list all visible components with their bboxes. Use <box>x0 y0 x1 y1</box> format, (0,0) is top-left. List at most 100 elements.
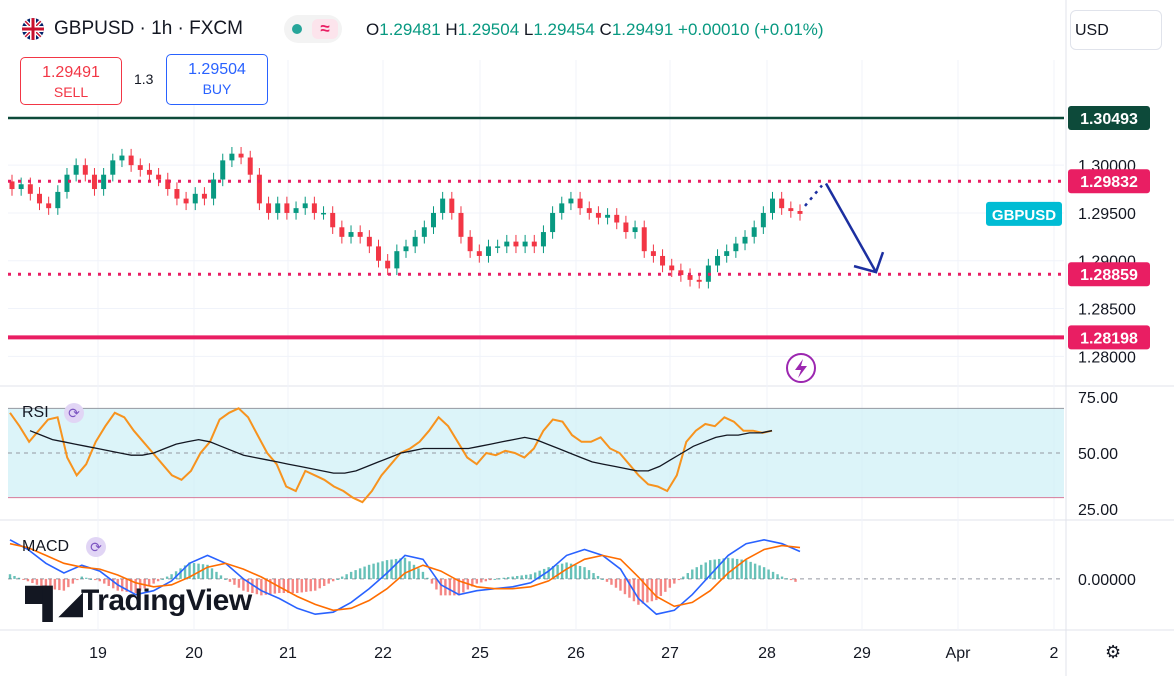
macd-histogram-bar <box>565 562 568 579</box>
macd-histogram-bar <box>314 578 317 591</box>
candle-body <box>339 227 345 237</box>
candle-body <box>293 208 299 213</box>
macd-histogram-bar <box>430 578 434 584</box>
chart-header: GBPUSD · 1h · FXCM ≈ O1.29481 H1.29504 L… <box>0 0 1066 58</box>
projection-arrow-line <box>824 182 878 273</box>
time-tick-label: 26 <box>567 645 585 662</box>
macd-histogram-bar <box>107 578 110 586</box>
macd-histogram-bar <box>228 578 232 582</box>
tradingview-logo-icon: ▀▌◢ <box>25 587 83 620</box>
macd-histogram-bar <box>376 562 380 579</box>
macd-histogram-bar <box>623 578 627 595</box>
macd-histogram-bar <box>744 560 748 579</box>
candle-body <box>531 241 537 247</box>
time-tick-label: 28 <box>758 645 776 662</box>
candle-body <box>660 255 666 266</box>
macd-histogram-bar <box>502 577 505 579</box>
lightning-bolt-icon <box>795 359 807 378</box>
rsi-refresh-icon[interactable]: ⟳ <box>64 403 84 423</box>
candle-body <box>229 153 235 161</box>
candle-body <box>385 260 391 269</box>
macd-histogram-bar <box>98 578 101 582</box>
candle-body <box>495 246 501 248</box>
macd-histogram-bar <box>215 571 218 579</box>
macd-refresh-icon[interactable]: ⟳ <box>86 537 106 557</box>
low-value: 1.29454 <box>533 20 595 39</box>
macd-histogram-bar <box>592 573 595 579</box>
macd-histogram-bar <box>309 578 312 592</box>
macd-histogram-bar <box>31 578 34 584</box>
macd-histogram-bar <box>125 578 128 592</box>
macd-histogram-bar <box>129 578 133 593</box>
settings-gear-icon[interactable]: ⚙ <box>1105 642 1122 662</box>
open-value: 1.29481 <box>379 20 441 39</box>
level-price-label: 1.29832 <box>1080 174 1138 191</box>
close-value: 1.29491 <box>611 20 674 39</box>
candle-body <box>559 203 565 213</box>
buy-button[interactable]: 1.29504 BUY <box>166 54 268 105</box>
macd-histogram-bar <box>610 578 613 585</box>
macd-histogram-bar <box>574 564 577 579</box>
sell-label: SELL <box>53 84 89 100</box>
candle-body <box>110 160 116 175</box>
macd-histogram-bar <box>269 578 272 595</box>
candle-body <box>321 212 327 215</box>
macd-histogram-bar <box>134 578 137 594</box>
macd-histogram-bar <box>183 565 187 579</box>
time-tick-label: 29 <box>853 645 871 662</box>
candle-body <box>632 227 638 233</box>
data-signal-icon[interactable]: ≈ <box>312 19 338 39</box>
sell-button[interactable]: 1.29491 SELL <box>20 57 122 105</box>
macd-histogram-bar <box>578 565 582 579</box>
price-tick-label: 1.28000 <box>1078 349 1136 366</box>
macd-histogram-bar <box>771 571 775 579</box>
level-price-label: 1.28198 <box>1080 330 1138 347</box>
candle-body <box>128 155 134 166</box>
macd-histogram-bar <box>520 575 523 579</box>
macd-histogram-bar <box>462 578 465 593</box>
macd-histogram-bar <box>323 578 326 586</box>
macd-histogram-bar <box>659 578 663 596</box>
candle-body <box>550 212 556 233</box>
macd-histogram-bar <box>237 578 241 588</box>
candle-body <box>302 203 308 209</box>
buy-label: BUY <box>202 81 232 97</box>
macd-histogram-bar <box>188 562 191 579</box>
symbol-title[interactable]: GBPUSD · 1h · FXCM <box>54 18 243 39</box>
candle-body <box>174 189 180 199</box>
candle-body <box>211 179 217 199</box>
macd-histogram-bar <box>67 578 70 588</box>
macd-histogram-bar <box>448 578 452 596</box>
candle-body <box>696 279 702 282</box>
macd-histogram-bar <box>524 574 528 579</box>
macd-label: MACD <box>22 538 70 555</box>
rsi-label: RSI <box>22 404 49 421</box>
candle-body <box>137 165 143 170</box>
gbp-usd-flag-icon <box>22 18 44 40</box>
spread-value: 1.3 <box>134 71 154 87</box>
macd-histogram-bar <box>13 575 16 579</box>
macd-histogram-bar <box>538 570 541 579</box>
candle-body <box>73 165 79 175</box>
macd-tick-label: 0.00000 <box>1078 572 1136 589</box>
candle-body <box>247 157 253 175</box>
candle-body <box>192 193 198 204</box>
macd-histogram-bar <box>174 571 178 579</box>
macd-histogram-bar <box>740 559 743 579</box>
macd-histogram-bar <box>439 578 443 596</box>
macd-histogram-bar <box>296 578 299 594</box>
macd-histogram-bar <box>650 578 654 602</box>
macd-histogram-bar <box>345 574 348 579</box>
macd-histogram-bar <box>381 561 384 579</box>
macd-histogram-bar <box>533 572 537 579</box>
macd-histogram-bar <box>206 564 209 579</box>
level-price-label: 1.28859 <box>1080 267 1138 284</box>
currency-select[interactable]: USD <box>1070 10 1162 50</box>
macd-histogram-bar <box>112 578 115 589</box>
candle-body <box>376 246 382 261</box>
macd-histogram-bar <box>762 567 766 579</box>
candle-body <box>156 174 162 180</box>
candle-body <box>733 243 739 252</box>
macd-histogram-bar <box>421 571 425 579</box>
